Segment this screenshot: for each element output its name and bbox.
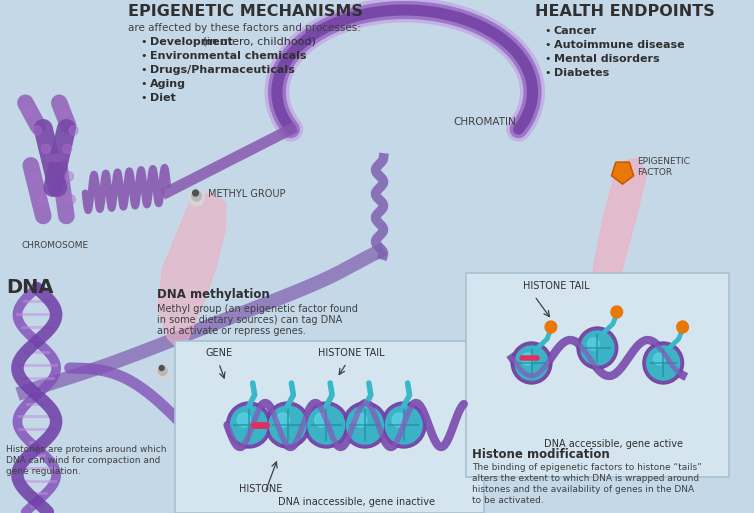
- Circle shape: [37, 195, 46, 204]
- Text: •: •: [544, 68, 550, 78]
- Text: histones and the availability of genes in the DNA: histones and the availability of genes i…: [473, 485, 694, 494]
- Circle shape: [226, 402, 271, 448]
- Circle shape: [159, 365, 164, 370]
- Circle shape: [158, 366, 167, 376]
- Circle shape: [32, 126, 41, 135]
- Text: •: •: [544, 26, 550, 36]
- Circle shape: [41, 144, 51, 153]
- Polygon shape: [158, 193, 225, 353]
- Circle shape: [276, 413, 290, 427]
- Circle shape: [65, 172, 73, 181]
- Text: Mental disorders: Mental disorders: [553, 54, 660, 64]
- Circle shape: [385, 406, 422, 444]
- Text: CHROMOSOME: CHROMOSOME: [21, 241, 88, 250]
- Circle shape: [343, 402, 388, 448]
- Text: HISTONE TAIL: HISTONE TAIL: [523, 281, 590, 291]
- Circle shape: [304, 402, 348, 448]
- Text: Methyl group (an epigenetic factor found: Methyl group (an epigenetic factor found: [157, 304, 357, 314]
- Text: Environmental chemicals: Environmental chemicals: [150, 51, 307, 61]
- Text: METHYL GROUP: METHYL GROUP: [208, 189, 286, 199]
- Text: HISTONE: HISTONE: [239, 484, 283, 494]
- Text: Histones are proteins around which: Histones are proteins around which: [6, 445, 167, 454]
- Circle shape: [654, 353, 665, 365]
- Circle shape: [577, 327, 618, 369]
- Circle shape: [511, 342, 552, 384]
- FancyBboxPatch shape: [175, 341, 484, 513]
- Circle shape: [23, 107, 32, 116]
- Polygon shape: [47, 154, 65, 162]
- Text: GENE: GENE: [205, 348, 232, 358]
- Circle shape: [238, 413, 251, 427]
- Text: EPIGENETIC MECHANISMS: EPIGENETIC MECHANISMS: [127, 4, 363, 19]
- Circle shape: [192, 191, 201, 201]
- Circle shape: [314, 413, 328, 427]
- Text: FACTOR: FACTOR: [637, 168, 673, 177]
- Text: DNA inaccessible, gene inactive: DNA inaccessible, gene inactive: [278, 497, 435, 507]
- Text: are affected by these factors and processes:: are affected by these factors and proces…: [127, 23, 360, 33]
- Text: (in utero, childhood): (in utero, childhood): [199, 37, 316, 47]
- Text: DNA can wind for compaction and: DNA can wind for compaction and: [6, 456, 160, 465]
- Text: gene regulation.: gene regulation.: [6, 467, 81, 476]
- Text: EPIGENETIC: EPIGENETIC: [637, 157, 690, 166]
- Circle shape: [66, 195, 75, 204]
- Circle shape: [231, 406, 267, 444]
- Text: Aging: Aging: [150, 79, 186, 89]
- Text: HISTONE TAIL: HISTONE TAIL: [317, 348, 385, 358]
- Circle shape: [522, 353, 534, 365]
- Text: CHROMATIN: CHROMATIN: [453, 117, 516, 127]
- Text: •: •: [544, 54, 550, 64]
- Text: Histone modification: Histone modification: [473, 448, 610, 461]
- Text: •: •: [140, 37, 147, 47]
- Text: DNA methylation: DNA methylation: [157, 288, 270, 301]
- Circle shape: [382, 402, 426, 448]
- Circle shape: [60, 107, 69, 116]
- Text: •: •: [140, 51, 147, 61]
- Text: Diet: Diet: [150, 93, 176, 103]
- Circle shape: [587, 338, 599, 350]
- Polygon shape: [590, 158, 647, 315]
- Circle shape: [63, 144, 72, 153]
- Circle shape: [265, 402, 310, 448]
- Text: •: •: [544, 40, 550, 50]
- Circle shape: [69, 126, 78, 135]
- Circle shape: [515, 346, 548, 380]
- Text: •: •: [140, 93, 147, 103]
- Circle shape: [677, 321, 688, 333]
- Text: alters the extent to which DNA is wrapped around: alters the extent to which DNA is wrappe…: [473, 474, 700, 483]
- Text: Diabetes: Diabetes: [553, 68, 609, 78]
- Circle shape: [188, 190, 204, 206]
- Polygon shape: [611, 162, 633, 184]
- Circle shape: [193, 190, 198, 196]
- Circle shape: [156, 366, 170, 380]
- Circle shape: [269, 406, 306, 444]
- Text: Cancer: Cancer: [553, 26, 597, 36]
- Text: DNA accessible, gene active: DNA accessible, gene active: [544, 439, 683, 449]
- Text: and activate or repress genes.: and activate or repress genes.: [157, 326, 305, 336]
- Circle shape: [28, 172, 37, 181]
- Circle shape: [308, 406, 345, 444]
- Text: Drugs/Pharmaceuticals: Drugs/Pharmaceuticals: [150, 65, 295, 75]
- Text: Development: Development: [150, 37, 233, 47]
- Circle shape: [354, 413, 367, 427]
- Circle shape: [581, 331, 614, 365]
- Circle shape: [647, 346, 679, 380]
- Text: to be activated.: to be activated.: [473, 496, 544, 505]
- Text: Autoimmune disease: Autoimmune disease: [553, 40, 685, 50]
- Circle shape: [643, 342, 684, 384]
- Text: •: •: [140, 79, 147, 89]
- Text: •: •: [140, 65, 147, 75]
- Circle shape: [347, 406, 383, 444]
- Text: The binding of epigenetic factors to histone “tails”: The binding of epigenetic factors to his…: [473, 463, 702, 472]
- Circle shape: [545, 321, 556, 333]
- Text: in some dietary sources) can tag DNA: in some dietary sources) can tag DNA: [157, 315, 342, 325]
- Text: DNA: DNA: [6, 278, 54, 297]
- Text: HEALTH ENDPOINTS: HEALTH ENDPOINTS: [535, 4, 715, 19]
- FancyBboxPatch shape: [466, 273, 729, 477]
- Circle shape: [392, 413, 406, 427]
- Circle shape: [611, 306, 623, 318]
